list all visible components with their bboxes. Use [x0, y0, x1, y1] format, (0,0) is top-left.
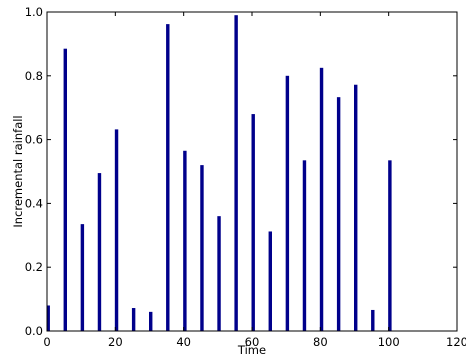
x-tick-label-80: 80 — [313, 335, 328, 349]
y-axis-label: Incremental rainfall — [11, 115, 25, 227]
y-tick-label-0: 0.0 — [25, 324, 43, 338]
bar-95 — [371, 309, 375, 331]
x-axis-label: Time — [237, 343, 266, 357]
bar-50 — [217, 216, 221, 331]
bar-70 — [285, 75, 290, 331]
bar-0 — [46, 305, 50, 331]
y-ticks-group: 0.0 0.2 0.4 0.6 0.8 1.0 — [25, 5, 457, 338]
bar-90 — [354, 84, 358, 331]
x-tick-label-120: 120 — [446, 335, 466, 349]
x-tick-label-100: 100 — [378, 335, 400, 349]
bar-60 — [251, 114, 255, 331]
x-tick-label-40: 40 — [176, 335, 191, 349]
bar-20 — [114, 129, 119, 331]
y-tick-label-0.8: 0.8 — [25, 69, 43, 83]
bar-100 — [388, 160, 392, 331]
bar-85 — [336, 97, 341, 331]
x-tick-label-0: 0 — [43, 335, 50, 349]
bar-55 — [234, 15, 238, 331]
plot-frame — [46, 11, 458, 332]
bars-group — [46, 15, 392, 332]
y-tick-label-0.2: 0.2 — [25, 260, 43, 274]
bar-15 — [97, 173, 102, 331]
bar-80 — [319, 67, 324, 331]
bar-5 — [63, 48, 67, 331]
bar-25 — [131, 308, 136, 331]
y-tick-label-0.6: 0.6 — [25, 133, 43, 147]
bar-10 — [80, 224, 85, 331]
bar-30 — [149, 311, 153, 331]
bar-65 — [268, 231, 272, 331]
bar-75 — [302, 160, 307, 331]
x-tick-label-20: 20 — [108, 335, 123, 349]
y-tick-label-1: 1.0 — [25, 5, 43, 19]
bar-45 — [200, 165, 204, 331]
x-ticks-group: 0 20 40 60 80 100 120 — [43, 12, 466, 349]
y-tick-label-0.4: 0.4 — [25, 196, 43, 210]
bar-35 — [166, 24, 170, 332]
bar-40 — [183, 150, 187, 331]
x-tick-label-60: 60 — [245, 335, 260, 349]
